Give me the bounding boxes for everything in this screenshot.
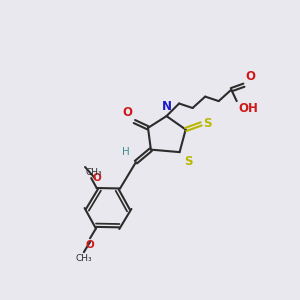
Text: O: O [86, 240, 94, 250]
Text: O: O [92, 173, 101, 183]
Text: O: O [123, 106, 133, 119]
Text: S: S [184, 155, 192, 168]
Text: CH₃: CH₃ [86, 168, 103, 177]
Text: O: O [245, 70, 255, 83]
Text: S: S [203, 117, 212, 130]
Text: N: N [162, 100, 172, 112]
Text: H: H [122, 147, 129, 157]
Text: OH: OH [238, 102, 258, 115]
Text: CH₃: CH₃ [76, 254, 92, 263]
